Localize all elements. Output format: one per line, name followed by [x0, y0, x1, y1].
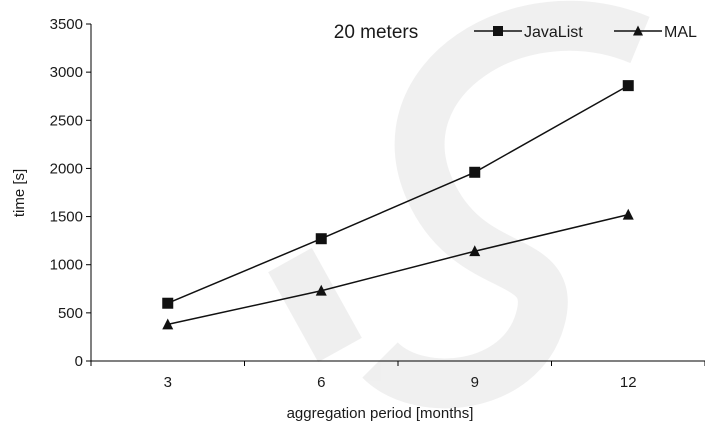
y-tick-label: 500 [58, 305, 83, 322]
watermark-stroke [268, 247, 362, 363]
series-layer [162, 80, 634, 330]
series-line-javalist [167, 84, 629, 304]
square-marker [162, 297, 174, 309]
legend-label: JavaList [524, 24, 583, 41]
legend-item-javalist: JavaList [474, 24, 583, 41]
legend: JavaList MAL [474, 24, 697, 41]
y-tick-label: 3000 [50, 64, 83, 81]
triangle-marker [315, 284, 327, 296]
x-tick-label: 6 [317, 374, 325, 391]
square-marker [315, 233, 327, 245]
y-tick-label: 3500 [50, 16, 83, 33]
x-axis-title: aggregation period [months] [287, 405, 474, 422]
y-ticks: 0 500 1000 1500 2000 2500 3000 3500 [50, 16, 91, 370]
watermark-s-shape [362, 0, 650, 409]
y-axis-title: time [s] [11, 169, 28, 217]
y-tick-label: 2000 [50, 160, 83, 177]
chart-title: 20 meters [334, 22, 418, 43]
y-tick-label: 2500 [50, 112, 83, 129]
x-tick-label: 12 [620, 374, 637, 391]
triangle-marker [162, 318, 174, 330]
series-mal [162, 208, 634, 330]
series-line-mal [167, 213, 629, 326]
legend-label: MAL [664, 24, 697, 41]
square-marker [469, 166, 481, 178]
y-tick-label: 1000 [50, 257, 83, 274]
series-javalist [162, 80, 634, 309]
square-marker [622, 80, 634, 92]
watermark [268, 0, 650, 409]
axes: 0 500 1000 1500 2000 2500 3000 3500 3 6 9 12 [50, 16, 705, 391]
x-tick-label: 9 [471, 374, 479, 391]
legend-item-mal: MAL [614, 24, 697, 41]
x-ticks: 3 6 9 12 [90, 361, 705, 391]
triangle-marker [622, 208, 634, 220]
y-tick-label: 0 [75, 353, 83, 370]
y-tick-label: 1500 [50, 209, 83, 226]
x-tick-label: 3 [164, 374, 172, 391]
legend-triangle-marker [633, 25, 643, 36]
triangle-marker [469, 245, 481, 257]
legend-square-marker [493, 26, 503, 36]
